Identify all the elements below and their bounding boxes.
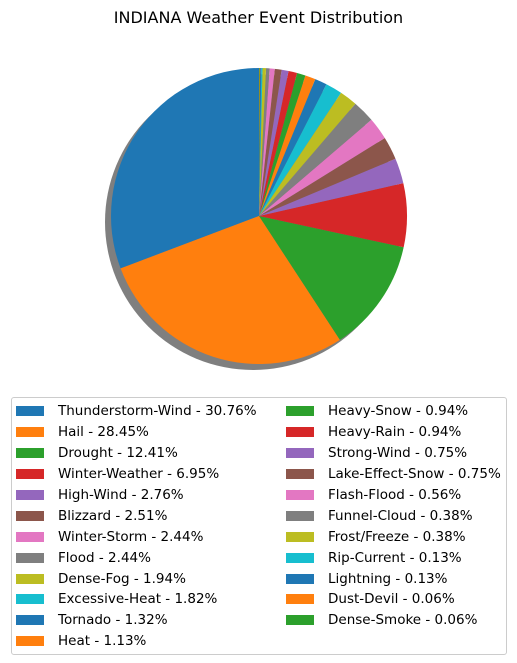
pie-slice-1	[120, 216, 340, 364]
pie-slice-20	[259, 68, 262, 216]
legend-label: Rip-Current - 0.13%	[328, 549, 462, 566]
legend-item: Winter-Storm - 2.44%	[16, 526, 257, 547]
legend-swatch	[286, 406, 314, 417]
legend-swatch	[16, 469, 44, 480]
legend-item: Strong-Wind - 0.75%	[286, 443, 501, 464]
legend-swatch	[16, 448, 44, 459]
legend-label: Excessive-Heat - 1.82%	[58, 591, 218, 608]
legend-swatch	[286, 531, 314, 542]
legend-item: Heavy-Snow - 0.94%	[286, 401, 501, 422]
legend-swatch	[286, 427, 314, 438]
legend-label: Hail - 28.45%	[58, 424, 149, 441]
legend-label: Tornado - 1.32%	[58, 612, 168, 629]
legend-label: Lightning - 0.13%	[328, 570, 448, 587]
legend-label: Strong-Wind - 0.75%	[328, 445, 468, 462]
legend-label: Lake-Effect-Snow - 0.75%	[328, 466, 501, 483]
legend-label: Flash-Flood - 0.56%	[328, 487, 462, 503]
legend-swatch	[16, 531, 44, 542]
legend-label: Blizzard - 2.51%	[58, 507, 168, 524]
legend-swatch	[16, 636, 44, 647]
pie-slice-14	[259, 69, 289, 217]
legend-item: Dense-Fog - 1.94%	[16, 568, 257, 589]
legend-swatch	[286, 615, 314, 626]
legend-item: Dust-Devil - 0.06%	[286, 589, 501, 610]
legend-label: Dense-Smoke - 0.06%	[328, 612, 478, 629]
legend-swatch	[286, 490, 314, 500]
legend-swatch	[16, 427, 44, 438]
pie-slice-17	[259, 68, 270, 216]
legend-item: Heavy-Rain - 0.94%	[286, 422, 501, 443]
legend-label: Dense-Fog - 1.94%	[58, 570, 186, 587]
pie-slice-11	[259, 75, 316, 216]
legend-label: Flood - 2.44%	[58, 549, 151, 566]
legend-label: Winter-Weather - 6.95%	[58, 466, 220, 483]
pie-slice-12	[259, 72, 306, 217]
legend-label: Heavy-Snow - 0.94%	[328, 403, 469, 420]
legend-item: Dense-Smoke - 0.06%	[286, 610, 501, 631]
legend-item: Frost/Freeze - 0.38%	[286, 526, 501, 547]
legend-swatch	[16, 552, 44, 563]
legend-swatch	[286, 510, 314, 521]
legend-item: Lake-Effect-Snow - 0.75%	[286, 464, 501, 485]
legend-item: Drought - 12.41%	[16, 443, 257, 464]
pie-slice-10	[259, 79, 327, 216]
pie-slice-21	[259, 68, 261, 216]
legend-column-left: Thunderstorm-Wind - 30.76% Hail - 28.45% D…	[16, 401, 257, 652]
legend-item: Hail - 28.45%	[16, 422, 257, 443]
legend-label: Drought - 12.41%	[58, 445, 178, 462]
chart-title: INDIANA Weather Event Distribution	[113, 8, 404, 27]
legend-swatch	[16, 594, 44, 605]
pie-slice-0	[110, 68, 259, 269]
pie-slice-5	[259, 138, 396, 216]
legend-swatch	[16, 615, 44, 626]
legend-label: Frost/Freeze - 0.38%	[328, 528, 466, 545]
pie-slice-3	[259, 183, 407, 248]
legend-item: Heat - 1.13%	[16, 631, 257, 652]
pie-slice-8	[259, 92, 356, 216]
legend-item: High-Wind - 2.76%	[16, 485, 257, 506]
pie-slice-22	[259, 68, 260, 216]
legend-swatch	[286, 448, 314, 459]
legend-label: Funnel-Cloud - 0.38%	[328, 507, 473, 524]
pie-slice-7	[259, 103, 372, 216]
legend-item: Tornado - 1.32%	[16, 610, 257, 631]
legend-swatch	[286, 573, 314, 584]
legend-swatch	[16, 573, 44, 584]
legend-label: Heat - 1.13%	[58, 633, 147, 650]
legend-item: Thunderstorm-Wind - 30.76%	[16, 401, 257, 422]
legend-swatch	[16, 406, 44, 417]
legend-swatch	[16, 510, 44, 521]
pie-slice-19	[259, 68, 263, 217]
legend-item: Winter-Weather - 6.95%	[16, 464, 257, 485]
pie-slice-6	[259, 119, 385, 216]
legend-swatch	[286, 594, 314, 605]
pie-slice-15	[259, 68, 282, 216]
legend-item: Blizzard - 2.51%	[16, 505, 257, 526]
pie-slice-2	[259, 216, 404, 340]
legend-label: High-Wind - 2.76%	[58, 487, 184, 503]
pie-slice-9	[259, 84, 342, 216]
pie-slice-18	[259, 68, 267, 216]
legend-label: Dust-Devil - 0.06%	[328, 591, 455, 608]
legend-item: Excessive-Heat - 1.82%	[16, 589, 257, 610]
pie-slice-4	[259, 158, 404, 216]
pie-slice-16	[259, 68, 275, 216]
pie-chart	[105, 68, 407, 370]
legend-column-right: Heavy-Snow - 0.94% Heavy-Rain - 0.94% Stro…	[286, 401, 501, 631]
legend-swatch	[286, 552, 314, 563]
pie-slice-13	[259, 70, 298, 216]
legend: Thunderstorm-Wind - 30.76% Hail - 28.45% D…	[11, 397, 507, 655]
legend-item: Flood - 2.44%	[16, 547, 257, 568]
legend-swatch	[286, 469, 314, 480]
legend-item: Rip-Current - 0.13%	[286, 547, 501, 568]
legend-item: Funnel-Cloud - 0.38%	[286, 505, 501, 526]
legend-label: Thunderstorm-Wind - 30.76%	[58, 403, 257, 420]
legend-label: Heavy-Rain - 0.94%	[328, 424, 462, 441]
legend-item: Flash-Flood - 0.56%	[286, 485, 501, 506]
legend-item: Lightning - 0.13%	[286, 568, 501, 589]
legend-label: Winter-Storm - 2.44%	[58, 528, 204, 545]
legend-swatch	[16, 490, 44, 500]
